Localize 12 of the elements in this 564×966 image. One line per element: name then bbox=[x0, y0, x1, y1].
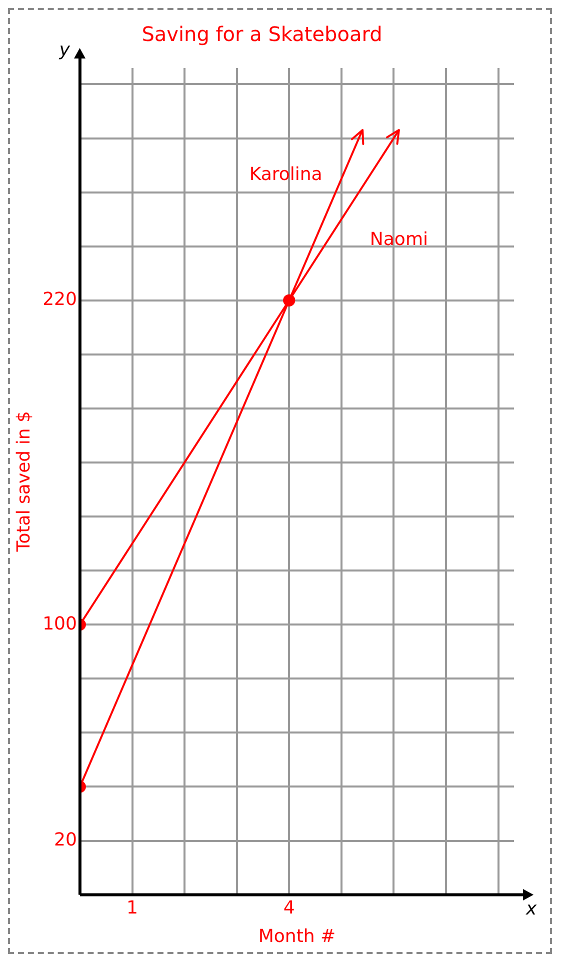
x-axis-title: Month # bbox=[258, 926, 336, 947]
series-label: Naomi bbox=[370, 228, 428, 250]
series-label: Karolina bbox=[249, 164, 322, 185]
text: y bbox=[58, 40, 70, 61]
text: x bbox=[525, 898, 537, 920]
y-axis-title: Total saved in $ bbox=[13, 411, 34, 553]
y-tick-label: 100 bbox=[42, 613, 77, 634]
x-tick-label: 4 bbox=[283, 897, 295, 918]
y-tick-label: 20 bbox=[54, 829, 77, 850]
y-tick-label: 220 bbox=[42, 289, 77, 310]
chart-title: Saving for a Skateboard bbox=[142, 22, 382, 46]
x-tick-label: 1 bbox=[126, 897, 138, 918]
